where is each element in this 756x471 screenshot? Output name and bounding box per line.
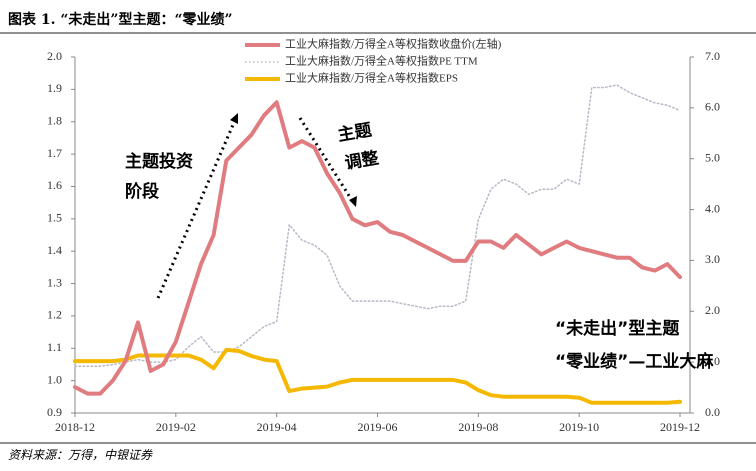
- y-tick-label: 1.6: [47, 178, 62, 192]
- series-line: [73, 347, 682, 405]
- arrow-down: [298, 117, 355, 203]
- y-tick-label: 2.0: [47, 49, 62, 63]
- y-tick-label: 1.4: [47, 243, 62, 257]
- y2-tick-label: 7.0: [705, 49, 720, 63]
- legend-label: 工业大麻指数/万得全A等权指数EPS: [285, 71, 458, 85]
- y2-tick-label: 2.0: [705, 303, 720, 317]
- x-tick-label: 2019-10: [559, 420, 599, 434]
- y2-tick-label: 1.0: [705, 354, 720, 368]
- annotation: 主题: [336, 119, 374, 146]
- annotation: 主题投资: [125, 151, 193, 172]
- x-tick-label: 2019-02: [156, 420, 196, 434]
- arrow-up: [156, 117, 238, 299]
- y2-tick-label: 5.0: [705, 150, 720, 164]
- y-tick-label: 1.8: [47, 113, 62, 127]
- y-tick-label: 1.3: [47, 275, 62, 289]
- x-tick-label: 2019-08: [458, 420, 498, 434]
- legend-label: 工业大麻指数/万得全A等权指数收盘价(左轴): [285, 37, 502, 51]
- x-tick-label: 2019-04: [257, 420, 297, 434]
- y2-tick-label: 0.0: [705, 405, 720, 419]
- chart-title: 图表 1. “未走出”型主题：“零业绩”: [8, 11, 233, 28]
- arrow-head: [230, 113, 238, 124]
- annotation: “未走出”型主题: [555, 318, 680, 339]
- y2-tick-label: 3.0: [705, 252, 720, 266]
- annotation: 阶段: [125, 181, 159, 202]
- annotation: “零业绩”—工业大麻: [555, 351, 714, 372]
- y-tick-label: 0.9: [47, 405, 62, 419]
- source: 资料来源：万得，中银证券: [8, 448, 153, 462]
- y-tick-label: 1.1: [47, 340, 62, 354]
- x-tick-label: 2019-12: [660, 420, 700, 434]
- x-tick-label: 2018-12: [55, 420, 95, 434]
- annotation: 调整: [343, 147, 380, 174]
- y-tick-label: 1.7: [47, 146, 62, 160]
- y2-tick-label: 4.0: [705, 201, 720, 215]
- arrow-head: [349, 196, 357, 207]
- legend-label: 工业大麻指数/万得全A等权指数PE TTM: [285, 54, 478, 68]
- x-tick-label: 2019-06: [358, 420, 398, 434]
- series-line: [73, 100, 682, 396]
- series-line: [74, 84, 681, 367]
- y-tick-label: 1.2: [47, 308, 62, 322]
- y-tick-label: 1.5: [47, 211, 62, 225]
- y-tick-label: 1.9: [47, 81, 62, 95]
- y2-tick-label: 6.0: [705, 100, 720, 114]
- y-tick-label: 1.0: [47, 372, 62, 386]
